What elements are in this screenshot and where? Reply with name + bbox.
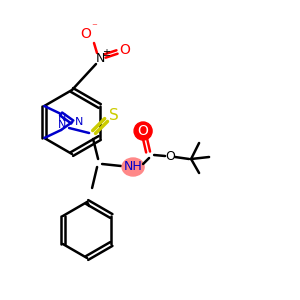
- Text: O: O: [165, 149, 175, 163]
- Text: N: N: [75, 117, 83, 127]
- Text: S: S: [109, 107, 119, 122]
- Text: O: O: [120, 43, 130, 57]
- Text: ⁻: ⁻: [91, 22, 97, 32]
- Text: NH: NH: [124, 160, 142, 173]
- Text: O: O: [81, 27, 92, 41]
- Text: O: O: [138, 124, 148, 138]
- Text: N: N: [58, 120, 66, 130]
- Text: ±: ±: [102, 48, 110, 58]
- Ellipse shape: [134, 122, 152, 140]
- Text: N: N: [58, 113, 66, 123]
- Text: N: N: [95, 52, 105, 64]
- Ellipse shape: [122, 158, 144, 176]
